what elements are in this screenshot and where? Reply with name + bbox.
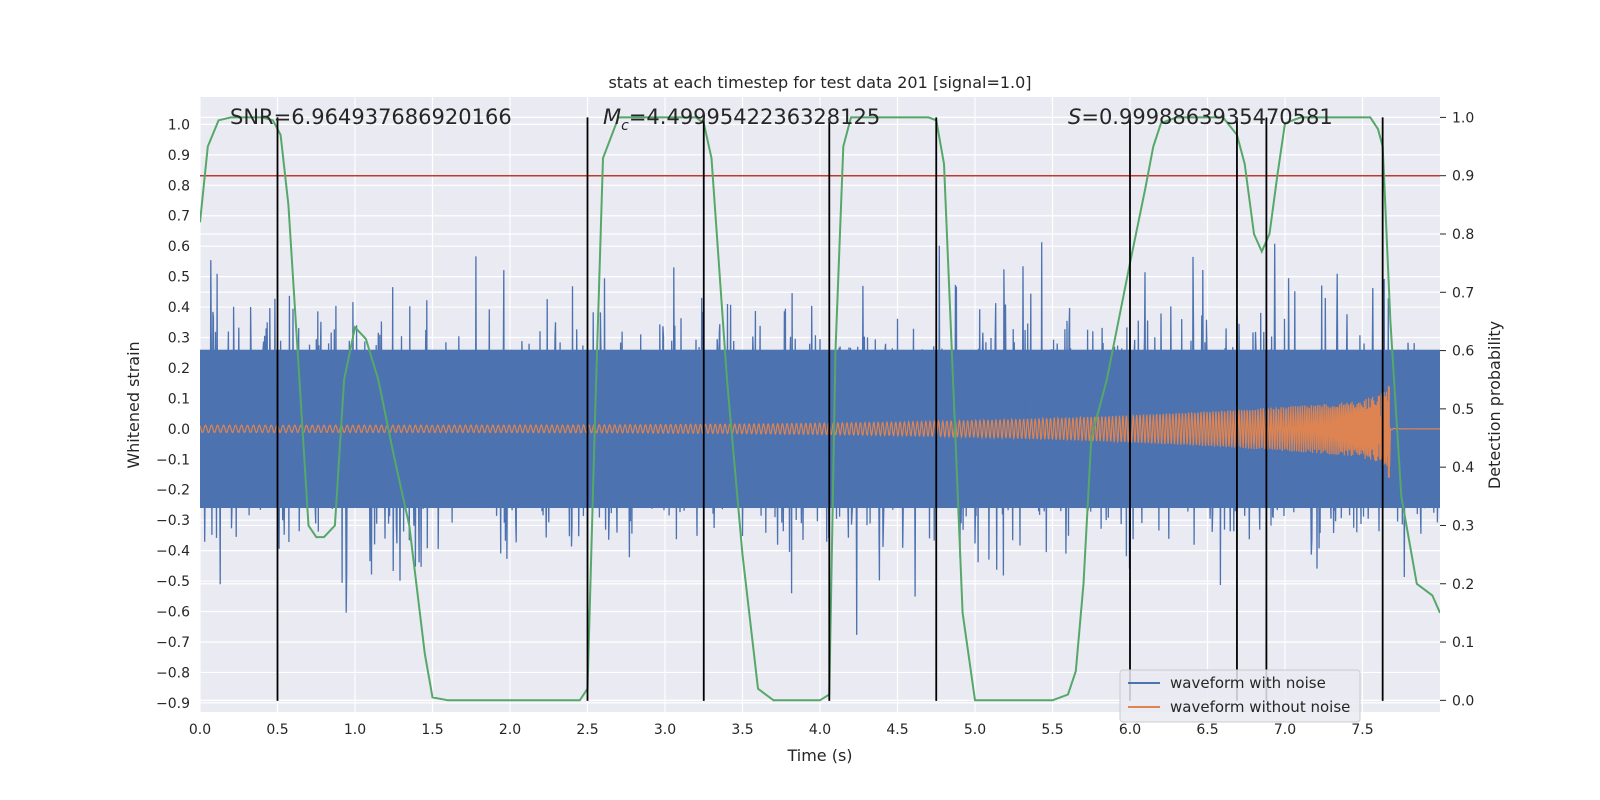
x-tick-label: 5.5 [1041,722,1063,738]
x-tick-label: 2.5 [576,722,598,738]
chirp-mass-subscript: c [621,118,629,134]
y2-tick-label: 0.4 [1452,460,1474,476]
x-tick-label: 3.0 [654,722,676,738]
spin-annotation: S=0.9998863935470581 [1068,105,1333,129]
y2-tick-label: 0.2 [1452,577,1474,593]
y2-tick-label: 0.9 [1452,169,1474,185]
x-tick-label: 0.5 [266,722,288,738]
y-tick-label: −0.3 [156,513,190,529]
y2-tick-label: 0.1 [1452,635,1474,651]
noise-series-line [200,242,1440,635]
x-tick-label: 3.5 [731,722,753,738]
y-tick-label: −0.6 [156,605,190,621]
y-tick-label: 0.8 [168,178,190,194]
chirp-mass-value: =4.4999542236328125 [629,105,880,129]
y-tick-label: 0.5 [168,270,190,286]
y-axis-label: Whitened strain [124,341,143,468]
y2-tick-label: 0.6 [1452,344,1474,360]
y-tick-label: −0.2 [156,483,190,499]
x-axis-label: Time (s) [786,746,852,765]
y-tick-label: −0.7 [156,635,190,651]
y-tick-label: −0.1 [156,452,190,468]
x-tick-label: 1.5 [421,722,443,738]
y-tick-label: −0.4 [156,544,190,560]
spin-symbol: S [1068,105,1081,129]
x-tick-label: 4.5 [886,722,908,738]
x-tick-label: 7.5 [1351,722,1373,738]
y-tick-label: −0.8 [156,665,190,681]
vertical-lines-layer [276,117,1384,701]
x-tick-label: 7.0 [1274,722,1296,738]
legend-label-noise: waveform with noise [1170,674,1326,692]
legend: waveform with noise waveform without noi… [1119,669,1361,723]
y2-tick-label: 0.5 [1452,402,1474,418]
y-tick-label: 0.1 [168,391,190,407]
axes-layer: 1.0 0.9 0.8 0.7 0.6 0.5 0.4 0.3 0.2 0.1 0.0 −0.1 −0.… [156,110,1474,738]
x-tick-label: 6.5 [1196,722,1218,738]
y2-tick-label: 1.0 [1452,110,1474,126]
y-tick-label: 0.0 [168,422,190,438]
y-tick-label: 0.6 [168,239,190,255]
chart-title: stats at each timestep for test data 201… [608,73,1031,92]
x-tick-label: 4.0 [809,722,831,738]
chirp-mass-annotation: Mc=4.4999542236328125 [603,105,880,134]
y-tick-label: 0.2 [168,361,190,377]
y-tick-label: −0.9 [156,696,190,712]
chirp-mass-symbol: M [603,105,621,129]
x-tick-label: 2.0 [499,722,521,738]
x-tick-label: 6.0 [1119,722,1141,738]
x-tick-label: 1.0 [344,722,366,738]
x-tick-label: 0.0 [189,722,211,738]
y2-tick-label: 0.3 [1452,518,1474,534]
noise-series-layer [200,242,1440,635]
y2-tick-label: 0.7 [1452,285,1474,301]
legend-box [1119,669,1361,723]
chirp-series-layer [200,386,1440,478]
chirp-series-line [200,391,1440,467]
y2-tick-label: 0.8 [1452,227,1474,243]
y2-axis-label: Detection probability [1485,321,1504,489]
x-tick-label: 5.0 [964,722,986,738]
y-tick-label: 0.7 [168,209,190,225]
y-tick-label: 1.0 [168,117,190,133]
legend-label-clean: waveform without noise [1170,698,1350,716]
snr-annotation: SNR=6.964937686920166 [230,105,512,129]
y-tick-label: −0.5 [156,574,190,590]
y-tick-label: 0.3 [168,331,190,347]
spin-value: =0.9998863935470581 [1081,105,1332,129]
y2-tick-label: 0.0 [1452,693,1474,709]
y-tick-label: 0.9 [168,148,190,164]
y-tick-label: 0.4 [168,300,190,316]
